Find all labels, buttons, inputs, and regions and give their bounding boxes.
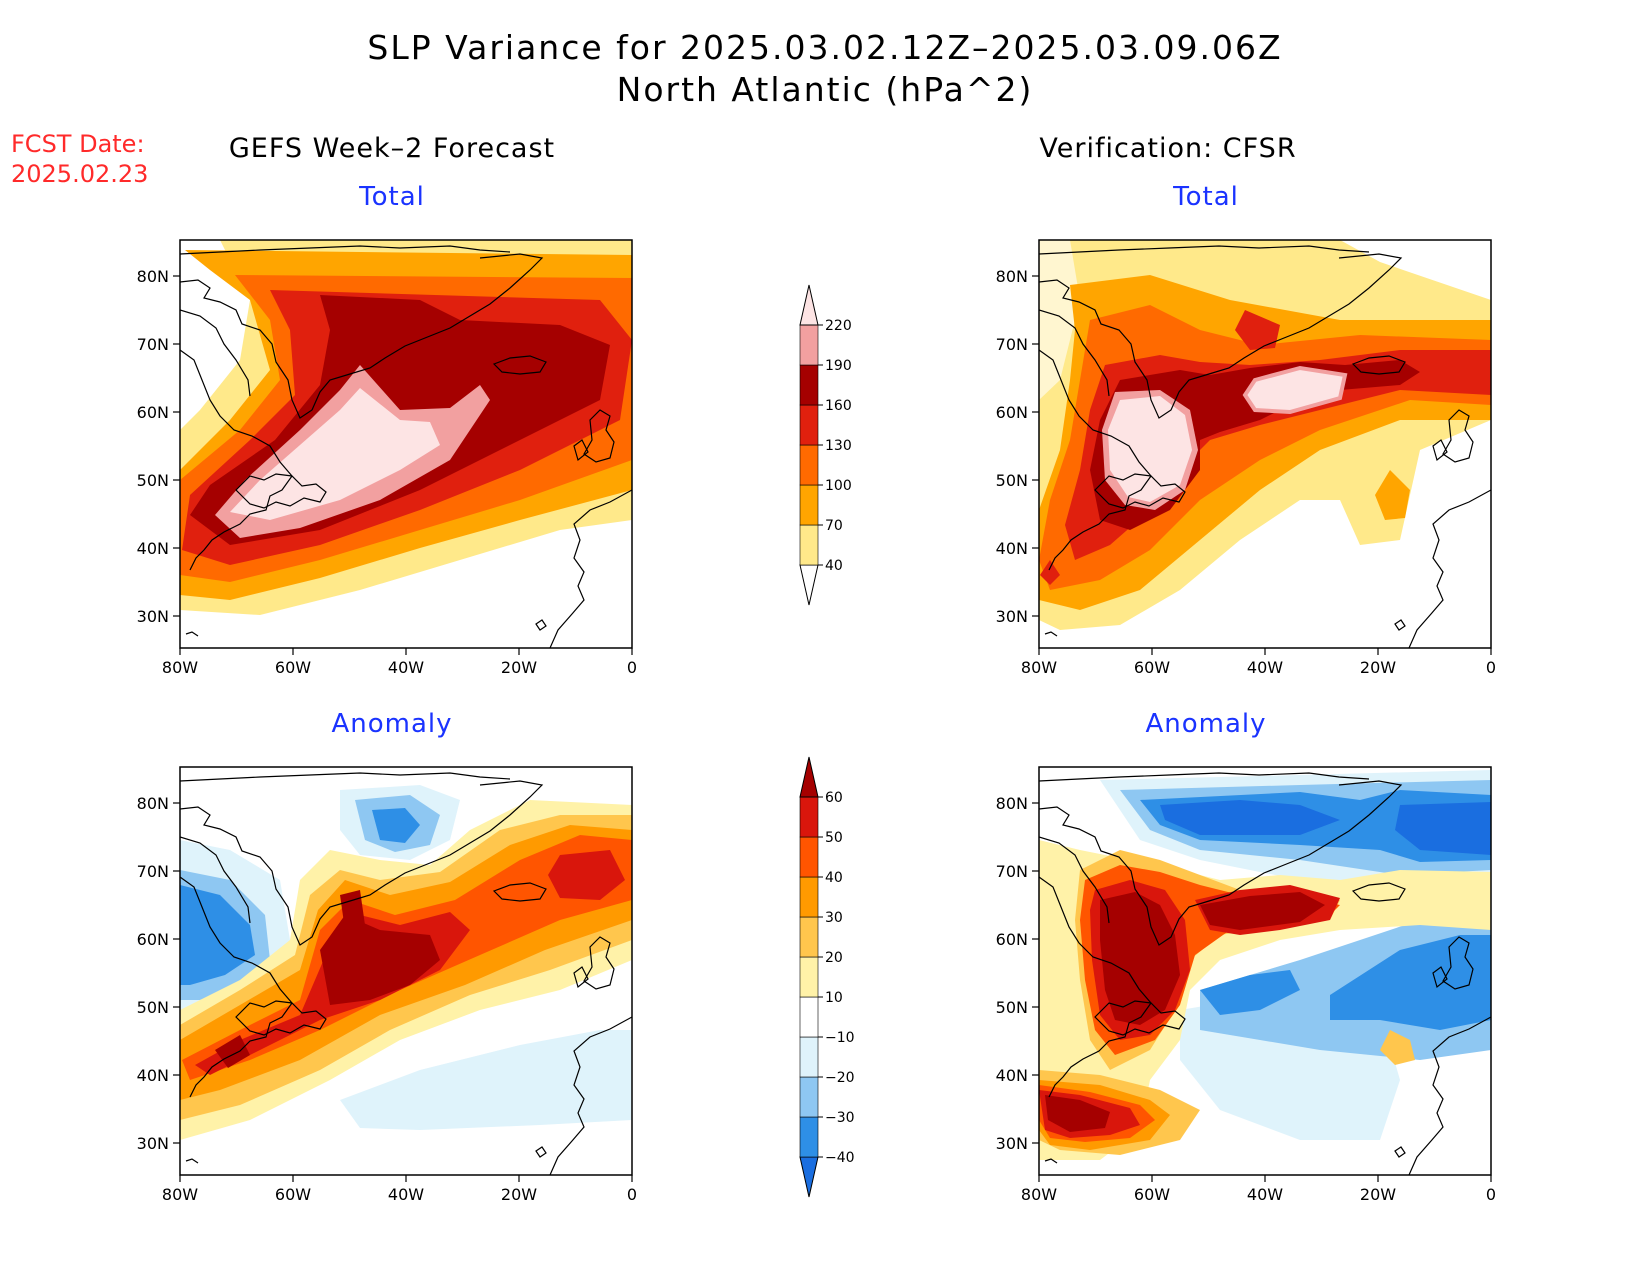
- anomaly-colorbar-label: −30: [825, 1110, 855, 1126]
- anomaly-colorbar-label: −40: [825, 1150, 855, 1166]
- lon-tick-label: 80W: [1021, 1185, 1057, 1204]
- total-colorbar-box: [799, 524, 819, 566]
- forecast-anomaly-map: [179, 766, 633, 1176]
- lat-tick-label: 30N: [996, 607, 1028, 626]
- lat-tick-label: 80N: [137, 267, 169, 286]
- lon-tick-label: 60W: [275, 658, 311, 677]
- lon-tick-label: 0: [1486, 1185, 1496, 1204]
- lat-tick-label: 40N: [996, 539, 1028, 558]
- total-colorbar-label: 190: [825, 358, 852, 374]
- lon-tick-label: 0: [627, 658, 637, 677]
- lat-tick-label: 80N: [137, 794, 169, 813]
- lat-tick-label: 30N: [137, 607, 169, 626]
- lon-tick-label: 60W: [1134, 658, 1170, 677]
- lat-tick-label: 60N: [137, 403, 169, 422]
- lat-tick-label: 30N: [996, 1134, 1028, 1153]
- forecast-total-subtitle: Total: [359, 182, 425, 212]
- lat-tick-label: 50N: [996, 998, 1028, 1017]
- lon-tick-label: 0: [1486, 658, 1496, 677]
- lon-tick-label: 20W: [501, 1185, 537, 1204]
- fcst-date-label: FCST Date:: [11, 130, 145, 158]
- anomaly-colorbar-label: 60: [825, 790, 843, 806]
- anomaly-colorbar-upper-triangle: [799, 756, 819, 798]
- anomaly-colorbar-box: [799, 916, 819, 958]
- anomaly-colorbar-box: [799, 956, 819, 998]
- lon-tick-label: 80W: [1021, 658, 1057, 677]
- lon-tick-label: 0: [627, 1185, 637, 1204]
- anomaly-colorbar-box: [799, 836, 819, 878]
- anomaly-colorbar-label: 30: [825, 910, 843, 926]
- total-colorbar: 40 70 100 130 160 190 220: [799, 284, 852, 606]
- lon-tick-label: 20W: [501, 658, 537, 677]
- anomaly-colorbar-box: [799, 1116, 819, 1158]
- total-colorbar-label: 40: [825, 558, 843, 574]
- lat-tick-label: 80N: [996, 267, 1028, 286]
- verification-anomaly-subtitle: Anomaly: [1145, 709, 1267, 739]
- forecast-anomaly-subtitle: Anomaly: [331, 709, 453, 739]
- verification-anomaly-map: [1038, 766, 1492, 1176]
- anomaly-colorbar-box: [799, 996, 819, 1038]
- total-colorbar-box: [799, 484, 819, 526]
- lon-tick-label: 40W: [1247, 658, 1283, 677]
- lat-tick-label: 50N: [137, 471, 169, 490]
- lat-tick-label: 50N: [996, 471, 1028, 490]
- anomaly-colorbar-label: 40: [825, 870, 843, 886]
- lon-tick-label: 40W: [388, 658, 424, 677]
- total-colorbar-label: 70: [825, 518, 843, 534]
- lat-tick-label: 60N: [137, 930, 169, 949]
- anomaly-colorbar-label: 10: [825, 990, 843, 1006]
- anomaly-colorbar-label: −20: [825, 1070, 855, 1086]
- anomaly-colorbar-label: 50: [825, 830, 843, 846]
- total-colorbar-box: [799, 444, 819, 486]
- lon-tick-label: 80W: [162, 658, 198, 677]
- total-colorbar-box: [799, 364, 819, 406]
- title-line-1: SLP Variance for 2025.03.02.12Z–2025.03.…: [367, 28, 1283, 67]
- anomaly-colorbar-box: [799, 1036, 819, 1078]
- anomaly-colorbar: −40 −30 −20 −10 10 20 30 40 50 60: [799, 756, 855, 1198]
- anomaly-colorbar-label: −10: [825, 1030, 855, 1046]
- forecast-total-map: [179, 239, 633, 649]
- total-colorbar-label: 100: [825, 478, 852, 494]
- lon-tick-label: 80W: [162, 1185, 198, 1204]
- total-colorbar-upper-triangle: [799, 284, 819, 326]
- total-colorbar-box: [799, 404, 819, 446]
- total-colorbar-label: 160: [825, 398, 852, 414]
- anomaly-colorbar-lower-triangle: [799, 1156, 819, 1198]
- lat-tick-label: 70N: [137, 335, 169, 354]
- total-colorbar-box: [799, 324, 819, 366]
- lat-tick-label: 40N: [137, 539, 169, 558]
- lon-tick-label: 20W: [1360, 658, 1396, 677]
- lat-tick-label: 40N: [137, 1066, 169, 1085]
- total-colorbar-lower-triangle: [799, 564, 819, 606]
- lon-tick-label: 60W: [1134, 1185, 1170, 1204]
- total-colorbar-label: 220: [825, 318, 852, 334]
- lon-tick-label: 40W: [1247, 1185, 1283, 1204]
- lat-tick-label: 70N: [996, 862, 1028, 881]
- anomaly-colorbar-box: [799, 796, 819, 838]
- total-colorbar-label: 130: [825, 438, 852, 454]
- lon-tick-label: 20W: [1360, 1185, 1396, 1204]
- verification-column-heading: Verification: CFSR: [1039, 133, 1297, 164]
- fcst-date-value: 2025.02.23: [11, 160, 149, 188]
- lat-tick-label: 40N: [996, 1066, 1028, 1085]
- lon-tick-label: 60W: [275, 1185, 311, 1204]
- lat-tick-label: 30N: [137, 1134, 169, 1153]
- title-line-2: North Atlantic (hPa^2): [616, 70, 1034, 109]
- lat-tick-label: 70N: [137, 862, 169, 881]
- anomaly-colorbar-label: 20: [825, 950, 843, 966]
- verification-total-map: [1038, 239, 1492, 649]
- axis-tick-labels: 80N 70N 60N 50N 40N 30N 80W 60W 40W 20W 0 80N 70N 60N…: [137, 267, 1496, 1204]
- lon-tick-label: 40W: [388, 1185, 424, 1204]
- lat-tick-label: 60N: [996, 930, 1028, 949]
- lat-tick-label: 50N: [137, 998, 169, 1017]
- forecast-column-heading: GEFS Week–2 Forecast: [228, 133, 556, 164]
- verification-total-subtitle: Total: [1173, 182, 1239, 212]
- anomaly-colorbar-box: [799, 876, 819, 918]
- lat-tick-label: 70N: [996, 335, 1028, 354]
- lat-tick-label: 80N: [996, 794, 1028, 813]
- anomaly-colorbar-box: [799, 1076, 819, 1118]
- lat-tick-label: 60N: [996, 403, 1028, 422]
